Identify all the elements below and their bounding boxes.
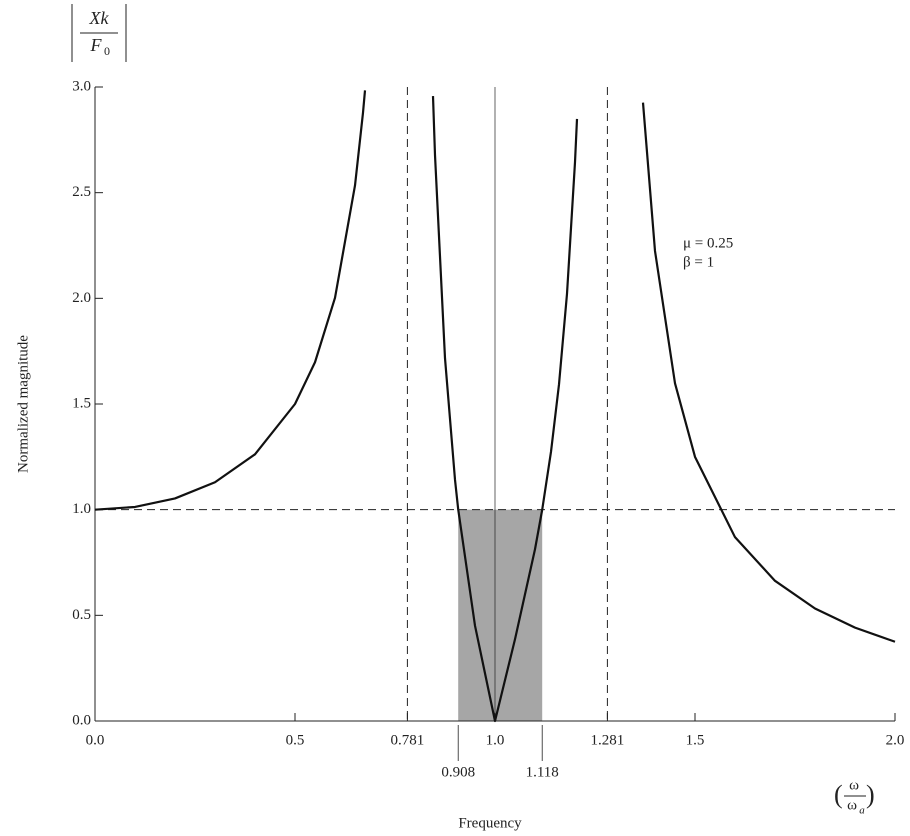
x-tick-label: 0.781 — [391, 732, 425, 748]
y-tick-label: 2.0 — [72, 290, 91, 306]
y-symbol-subscript: 0 — [104, 44, 110, 58]
y-tick-label: 0.0 — [72, 712, 91, 728]
x-tick-label: 1.5 — [686, 732, 705, 748]
x-tick-label: 0.5 — [286, 732, 305, 748]
paren: ( — [834, 780, 843, 809]
annotation: β = 1 — [683, 254, 714, 270]
y-symbol: Xk F 0 — [72, 4, 126, 62]
x-tick-label: 0.0 — [86, 732, 105, 748]
y-tick-label: 2.5 — [72, 184, 91, 200]
band-label: 1.118 — [526, 764, 559, 780]
x-tick-label: 1.281 — [591, 732, 625, 748]
x-symbol-denominator: ω — [847, 797, 857, 813]
y-symbol-numerator: Xk — [89, 8, 110, 28]
y-tick-label: 3.0 — [72, 78, 91, 94]
chart: Normalized magnitude Frequency Xk F 0 ( … — [0, 0, 910, 836]
paren: ) — [866, 780, 875, 809]
x-symbol-subscript: a — [859, 805, 865, 817]
x-tick-label: 2.0 — [886, 732, 905, 748]
band-label: 0.908 — [441, 764, 475, 780]
x-symbol-numerator: ω — [849, 777, 859, 793]
x-axis-label: Frequency — [458, 815, 522, 831]
y-tick-label: 1.5 — [72, 395, 91, 411]
x-tick-label: 1.0 — [486, 732, 505, 748]
y-axis-label: Normalized magnitude — [15, 335, 31, 473]
x-symbol: ( ω ω a ) — [834, 777, 875, 816]
y-symbol-denominator: F — [90, 35, 103, 55]
y-tick-label: 0.5 — [72, 607, 91, 623]
y-tick-label: 1.0 — [72, 501, 91, 517]
shaded-band — [458, 510, 542, 721]
annotation: μ = 0.25 — [683, 235, 733, 251]
